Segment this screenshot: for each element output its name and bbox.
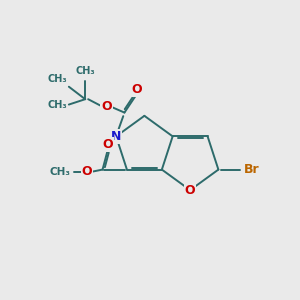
Text: N: N <box>111 130 121 143</box>
Text: O: O <box>185 184 195 196</box>
Text: O: O <box>101 100 112 113</box>
Text: CH₃: CH₃ <box>47 100 67 110</box>
Text: O: O <box>132 83 142 96</box>
Text: Br: Br <box>244 163 260 176</box>
Text: CH₃: CH₃ <box>49 167 70 177</box>
Text: O: O <box>103 137 113 151</box>
Text: O: O <box>82 166 92 178</box>
Text: CH₃: CH₃ <box>75 66 95 76</box>
Text: CH₃: CH₃ <box>48 74 68 84</box>
